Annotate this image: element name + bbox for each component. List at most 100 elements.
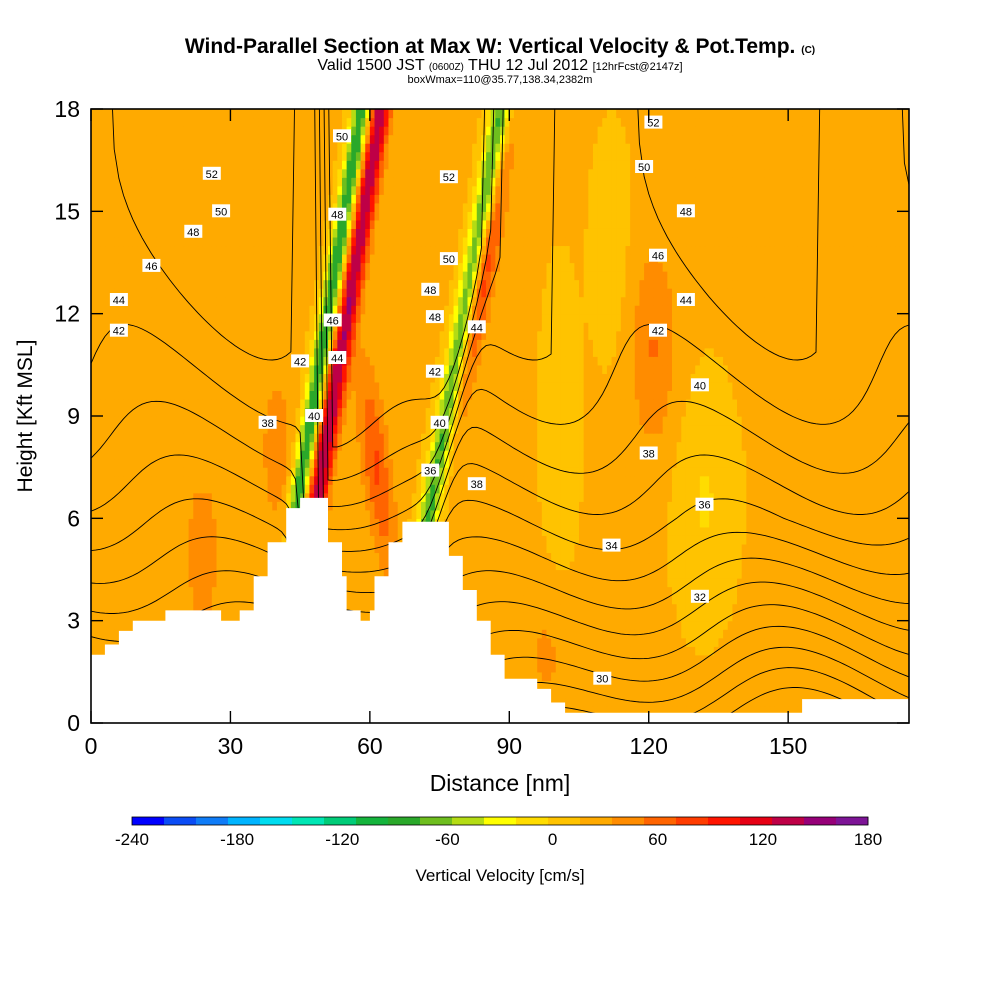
velocity-cell — [574, 637, 580, 647]
velocity-cell — [597, 680, 603, 690]
velocity-cell — [671, 620, 678, 630]
velocity-cell — [750, 543, 757, 554]
velocity-cell — [588, 492, 594, 502]
velocity-cell — [727, 543, 733, 554]
velocity-cell — [737, 526, 743, 536]
velocity-cell — [732, 578, 738, 588]
velocity-cell — [170, 560, 176, 571]
velocity-cell — [560, 603, 566, 613]
velocity-cell — [574, 705, 580, 716]
velocity-cell — [91, 509, 97, 519]
velocity-cell — [737, 697, 743, 707]
velocity-cell — [709, 578, 715, 588]
velocity-cell — [755, 586, 761, 596]
velocity-cell — [881, 603, 887, 613]
velocity-cell — [239, 518, 245, 528]
velocity-cell — [797, 688, 803, 699]
velocity-cell — [625, 560, 631, 571]
velocity-cell — [667, 484, 673, 494]
velocity-cell — [402, 501, 408, 511]
velocity-cell — [648, 646, 654, 656]
velocity-cell — [355, 518, 362, 528]
velocity-cell — [737, 654, 743, 664]
velocity-cell — [704, 612, 710, 622]
velocity-cell — [123, 603, 129, 613]
velocity-cell — [811, 484, 817, 494]
velocity-cell — [764, 620, 771, 630]
velocity-cell — [360, 552, 366, 562]
velocity-cell — [676, 501, 682, 511]
velocity-cell — [188, 569, 194, 579]
velocity-cell — [885, 535, 892, 545]
velocity-cell — [764, 484, 771, 494]
velocity-cell — [151, 509, 157, 519]
velocity-cell — [829, 569, 836, 579]
velocity-cell — [253, 509, 259, 519]
velocity-cell — [490, 535, 496, 545]
velocity-cell — [829, 646, 836, 656]
velocity-cell — [620, 569, 627, 579]
velocity-cell — [560, 595, 566, 605]
velocity-cell — [425, 501, 431, 511]
velocity-cell — [681, 637, 687, 647]
velocity-cell — [732, 629, 738, 639]
velocity-cell — [890, 501, 896, 511]
velocity-cell — [843, 663, 850, 673]
velocity-cell — [899, 688, 905, 699]
velocity-cell — [676, 620, 682, 630]
velocity-cell — [648, 569, 654, 579]
velocity-cell — [685, 663, 692, 673]
velocity-cell — [862, 586, 868, 596]
velocity-cell — [500, 543, 506, 554]
velocity-cell — [360, 501, 366, 511]
velocity-cell — [183, 578, 190, 588]
velocity-cell — [532, 671, 538, 681]
velocity-cell — [755, 603, 761, 613]
velocity-cell — [592, 654, 599, 664]
velocity-cell — [848, 654, 854, 664]
velocity-cell — [690, 543, 696, 554]
velocity-cell — [420, 509, 427, 519]
velocity-cell — [197, 526, 204, 536]
velocity-cell — [495, 569, 501, 579]
velocity-cell — [783, 697, 789, 707]
velocity-cell — [602, 612, 608, 622]
velocity-cell — [239, 475, 245, 485]
velocity-cell — [764, 535, 771, 545]
velocity-cell — [634, 688, 641, 699]
velocity-cell — [407, 501, 413, 511]
velocity-cell — [504, 595, 510, 605]
velocity-cell — [579, 501, 585, 511]
velocity-cell — [816, 629, 822, 639]
velocity-cell — [658, 646, 664, 656]
velocity-cell — [797, 603, 803, 613]
velocity-cell — [890, 671, 896, 681]
velocity-cell — [667, 663, 673, 673]
velocity-cell — [579, 654, 585, 664]
velocity-cell — [225, 518, 232, 528]
velocity-cell — [351, 578, 357, 588]
velocity-cell — [802, 629, 808, 639]
velocity-cell — [509, 663, 515, 673]
velocity-cell — [658, 492, 664, 502]
velocity-cell — [904, 509, 909, 519]
velocity-cell — [806, 680, 812, 690]
velocity-cell — [811, 629, 817, 639]
velocity-cell — [597, 569, 603, 579]
velocity-cell — [355, 560, 362, 571]
velocity-cell — [611, 697, 617, 707]
velocity-cell — [123, 578, 129, 588]
velocity-cell — [648, 578, 654, 588]
velocity-cell — [91, 526, 97, 536]
velocity-cell — [764, 492, 771, 502]
velocity-cell — [816, 552, 822, 562]
velocity-cell — [225, 543, 232, 554]
velocity-cell — [541, 518, 548, 528]
velocity-cell — [606, 654, 613, 664]
velocity-cell — [109, 526, 115, 536]
velocity-cell — [341, 535, 348, 545]
velocity-cell — [895, 586, 901, 596]
velocity-cell — [871, 612, 878, 622]
velocity-cell — [574, 586, 580, 596]
velocity-cell — [778, 586, 785, 596]
